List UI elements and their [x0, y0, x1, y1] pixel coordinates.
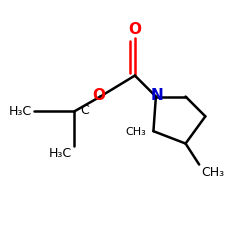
Text: CH₃: CH₃	[125, 128, 146, 138]
Text: CH₃: CH₃	[202, 166, 225, 179]
Text: H₃C: H₃C	[9, 105, 32, 118]
Text: N: N	[150, 88, 163, 103]
Text: C: C	[80, 104, 89, 117]
Text: H₃C: H₃C	[49, 147, 72, 160]
Text: O: O	[92, 88, 106, 103]
Text: O: O	[128, 22, 141, 37]
